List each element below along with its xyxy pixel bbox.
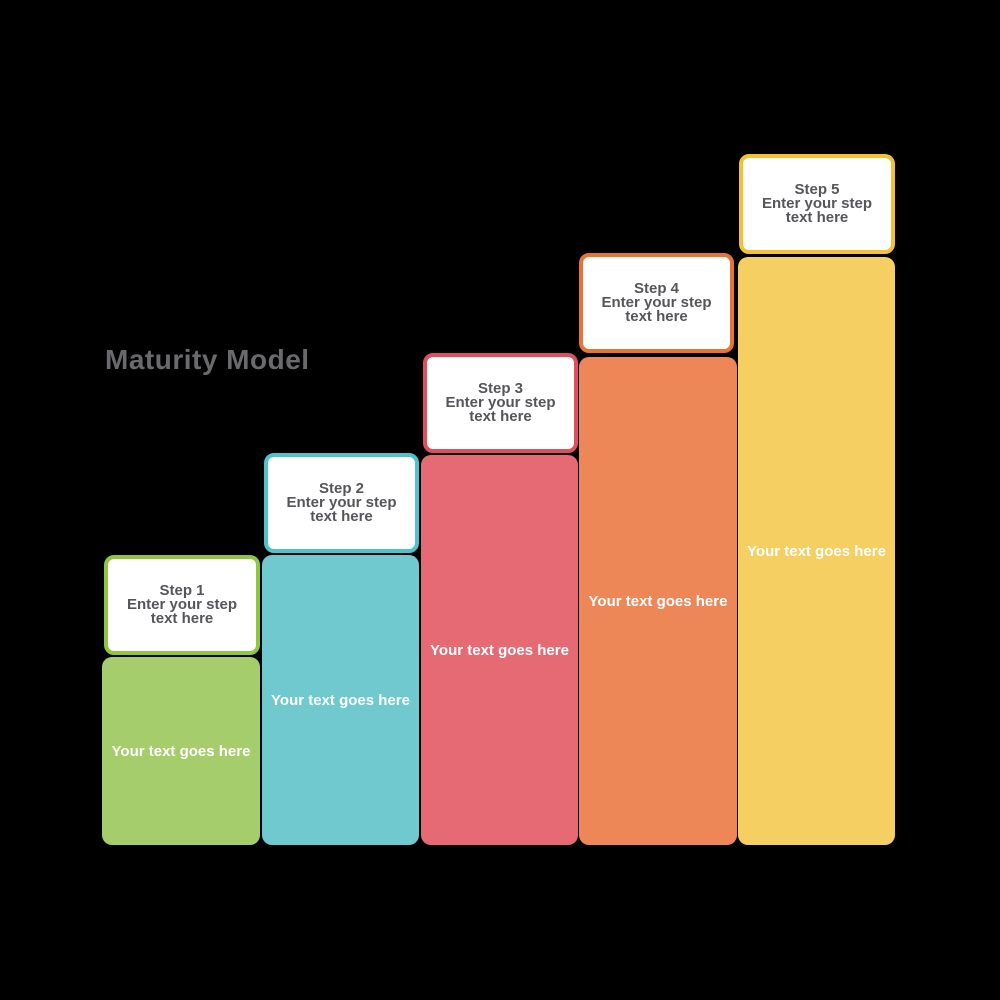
step-4-bar[interactable]: Your text goes here	[579, 357, 737, 845]
step-5-label-box[interactable]: Step 5 Enter your step text here	[739, 154, 895, 254]
step-4-bar-label: Your text goes here	[588, 592, 728, 610]
step-2-bar[interactable]: Your text goes here	[262, 555, 419, 845]
step-4-label-box[interactable]: Step 4 Enter your step text here	[579, 253, 734, 353]
step-4-title: Step 4	[633, 280, 679, 297]
step-3-bar-label: Your text goes here	[430, 641, 569, 659]
step-1-bar[interactable]: Your text goes here	[102, 657, 260, 845]
step-2-label-box[interactable]: Step 2 Enter your step text here	[264, 453, 419, 553]
step-1-label-box[interactable]: Step 1 Enter your step text here	[104, 555, 260, 655]
step-4-subtitle: Enter your step text here	[601, 294, 712, 325]
step-3-subtitle: Enter your step text here	[445, 394, 556, 425]
step-3-label-box[interactable]: Step 3 Enter your step text here	[423, 353, 578, 453]
step-1-subtitle: Enter your step text here	[126, 596, 238, 627]
step-5-bar-label: Your text goes here	[747, 542, 886, 560]
step-5-subtitle: Enter your step text here	[761, 195, 873, 226]
step-3-bar[interactable]: Your text goes here	[421, 455, 578, 845]
step-2-title: Step 2	[318, 480, 364, 497]
step-1-bar-label: Your text goes here	[111, 742, 251, 760]
step-1-title: Step 1	[159, 582, 205, 599]
step-5-bar[interactable]: Your text goes here	[738, 257, 895, 845]
step-2-subtitle: Enter your step text here	[286, 494, 397, 525]
step-5-title: Step 5	[794, 181, 840, 198]
step-3-title: Step 3	[477, 380, 523, 397]
diagram-title: Maturity Model	[105, 344, 310, 375]
step-2-bar-label: Your text goes here	[271, 691, 410, 709]
